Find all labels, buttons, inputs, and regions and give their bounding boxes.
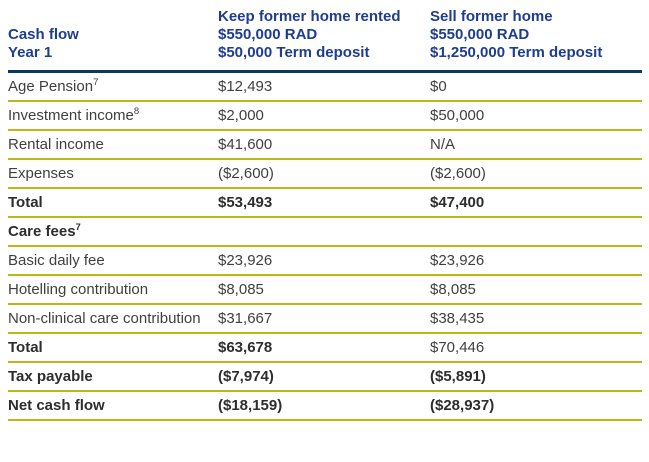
value-keep-rented: $2,000 (218, 101, 430, 131)
row-label: Basic daily fee (8, 246, 218, 276)
table-row-care-fees-total: Total $63,678 $70,446 (8, 333, 642, 363)
value-keep-rented: ($7,974) (218, 362, 430, 392)
value-keep-rented: $12,493 (218, 71, 430, 102)
value-sell-home: ($28,937) (430, 391, 642, 421)
value-sell-home: ($5,891) (430, 362, 642, 392)
value-keep-rented: $23,926 (218, 246, 430, 276)
header-sell-term-deposit: $1,250,000 Term deposit (430, 44, 603, 61)
header-keep-title: Keep former home rented (218, 8, 401, 25)
header-keep-home-rented: Keep former home rented $550,000 RAD $50… (218, 8, 430, 73)
row-label: Tax payable (8, 362, 218, 392)
value-sell-home: $50,000 (430, 101, 642, 131)
value-sell-home: $0 (430, 71, 642, 102)
value-keep-rented: $63,678 (218, 333, 430, 363)
row-label: Expenses (8, 159, 218, 189)
table-row-basic-daily-fee: Basic daily fee $23,926 $23,926 (8, 246, 642, 276)
value-keep-rented: ($18,159) (218, 391, 430, 421)
table-header: Cash flow Year 1 Keep former home rented… (8, 8, 642, 73)
footnote-ref: 8 (133, 106, 140, 117)
value-keep-rented: ($2,600) (218, 159, 430, 189)
row-label: Rental income (8, 130, 218, 160)
value-sell-home: $70,446 (430, 333, 642, 363)
header-row: Cash flow Year 1 Keep former home rented… (8, 8, 642, 73)
header-sell-rad: $550,000 RAD (430, 26, 530, 43)
table-row-investment-income: Investment income8 $2,000 $50,000 (8, 101, 642, 131)
table-row-age-pension: Age Pension7 $12,493 $0 (8, 71, 642, 102)
row-label: Non-clinical care contribution (8, 304, 218, 334)
value-sell-home (430, 217, 642, 247)
header-year-label: Year 1 (8, 44, 53, 61)
row-label: Net cash flow (8, 391, 218, 421)
header-keep-rad: $550,000 RAD (218, 26, 318, 43)
table-row-non-clinical-care: Non-clinical care contribution $31,667 $… (8, 304, 642, 334)
header-keep-term-deposit: $50,000 Term deposit (218, 44, 370, 61)
table-row-tax-payable: Tax payable ($7,974) ($5,891) (8, 362, 642, 392)
header-cash-flow-year: Cash flow Year 1 (8, 8, 218, 73)
value-keep-rented: $41,600 (218, 130, 430, 160)
header-cash-flow-label: Cash flow (8, 26, 79, 43)
cash-flow-table: Cash flow Year 1 Keep former home rented… (8, 8, 642, 421)
cash-flow-comparison-table: Cash flow Year 1 Keep former home rented… (8, 8, 642, 421)
footnote-ref: 7 (75, 222, 81, 233)
value-sell-home: $8,085 (430, 275, 642, 305)
value-keep-rented: $31,667 (218, 304, 430, 334)
value-sell-home: N/A (430, 130, 642, 160)
value-keep-rented: $53,493 (218, 188, 430, 218)
value-sell-home: ($2,600) (430, 159, 642, 189)
table-row-income-total: Total $53,493 $47,400 (8, 188, 642, 218)
footnote-ref: 7 (93, 77, 99, 88)
row-label: Investment income8 (8, 101, 218, 131)
table-row-expenses: Expenses ($2,600) ($2,600) (8, 159, 642, 189)
table-row-care-fees-section: Care fees7 (8, 217, 642, 247)
row-label: Total (8, 333, 218, 363)
value-sell-home: $23,926 (430, 246, 642, 276)
header-sell-title: Sell former home (430, 8, 553, 25)
value-keep-rented: $8,085 (218, 275, 430, 305)
value-sell-home: $47,400 (430, 188, 642, 218)
table-body: Age Pension7 $12,493 $0 Investment incom… (8, 71, 642, 421)
row-label: Hotelling contribution (8, 275, 218, 305)
value-sell-home: $38,435 (430, 304, 642, 334)
section-label: Care fees7 (8, 217, 218, 247)
row-label: Age Pension7 (8, 71, 218, 102)
row-label: Total (8, 188, 218, 218)
value-keep-rented (218, 217, 430, 247)
table-row-hotelling-contribution: Hotelling contribution $8,085 $8,085 (8, 275, 642, 305)
table-row-net-cash-flow: Net cash flow ($18,159) ($28,937) (8, 391, 642, 421)
header-sell-former-home: Sell former home $550,000 RAD $1,250,000… (430, 8, 642, 73)
table-row-rental-income: Rental income $41,600 N/A (8, 130, 642, 160)
